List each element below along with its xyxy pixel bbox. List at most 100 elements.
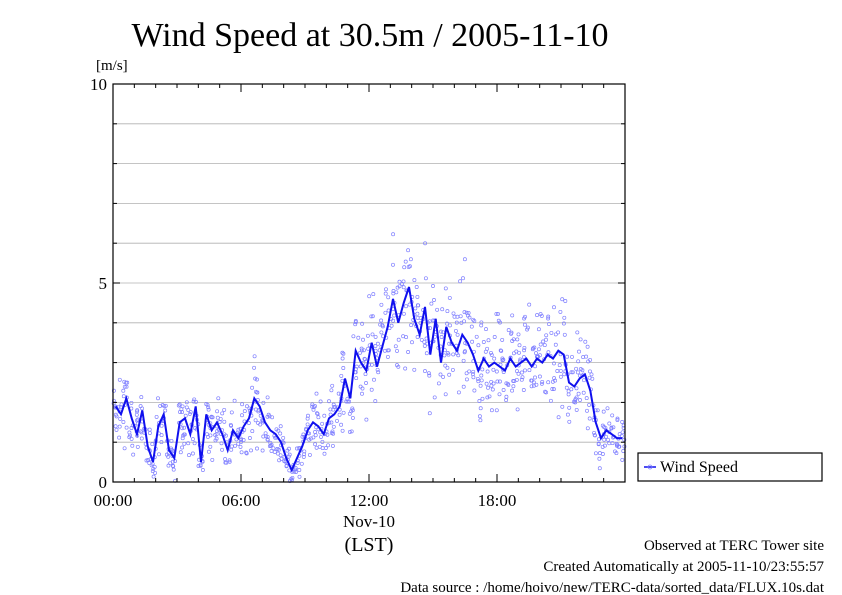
scatter-point — [415, 315, 420, 320]
scatter-point — [118, 416, 123, 421]
scatter-point — [406, 248, 411, 253]
scatter-point — [549, 330, 554, 335]
scatter-point — [585, 408, 589, 413]
scatter-point — [451, 352, 456, 357]
scatter-point — [435, 307, 440, 312]
scatter-point — [192, 441, 197, 446]
scatter-point — [485, 346, 490, 351]
scatter-point — [151, 474, 156, 479]
scatter-point — [129, 400, 134, 405]
scatter-point — [522, 316, 527, 321]
scatter-point — [560, 297, 565, 302]
scatter-point — [111, 388, 116, 393]
scatter-point — [620, 457, 625, 462]
scatter-point — [588, 357, 593, 362]
scatter-point — [622, 437, 627, 442]
scatter-point — [210, 457, 215, 462]
scatter-point — [178, 450, 183, 455]
scatter-point — [403, 259, 408, 264]
scatter-point — [121, 388, 126, 393]
scatter-point — [241, 438, 246, 442]
scatter-point — [219, 441, 224, 446]
scatter-point — [419, 337, 424, 342]
scatter-point — [393, 344, 398, 349]
scatter-point — [394, 290, 399, 295]
y-tick-label: 5 — [99, 274, 108, 293]
scatter-point — [176, 403, 181, 408]
scatter-point — [448, 323, 452, 328]
scatter-point — [299, 461, 304, 466]
scatter-point — [546, 314, 551, 319]
scatter-point — [443, 363, 448, 368]
scatter-point — [500, 356, 505, 361]
scatter-point — [487, 394, 492, 399]
scatter-point — [504, 398, 509, 403]
scatter-point — [163, 408, 168, 413]
scatter-point — [307, 452, 312, 457]
scatter-point — [196, 464, 201, 468]
wind-speed-line — [114, 286, 623, 473]
scatter-point — [139, 436, 144, 441]
scatter-point — [481, 340, 486, 344]
scatter-point — [386, 348, 391, 353]
scatter-point — [294, 470, 298, 474]
scatter-point — [320, 421, 325, 426]
scatter-point — [360, 386, 365, 391]
scatter-point — [131, 452, 136, 457]
scatter-point — [170, 459, 175, 464]
scatter-point — [305, 422, 310, 427]
scatter-point — [519, 377, 524, 382]
scatter-point — [183, 413, 188, 418]
scatter-point — [295, 446, 299, 451]
scatter-point — [602, 443, 607, 448]
scatter-point — [365, 333, 370, 338]
scatter-point — [474, 334, 479, 339]
scatter-point — [585, 426, 590, 431]
scatter-point — [249, 448, 253, 453]
scatter-point — [297, 474, 302, 479]
scatter-point — [438, 372, 443, 377]
scatter-point — [587, 375, 592, 380]
scatter-point — [544, 337, 548, 342]
scatter-point — [589, 372, 594, 377]
scatter-point — [194, 399, 198, 404]
scatter-point — [250, 429, 255, 434]
scatter-point — [424, 351, 429, 356]
scatter-point — [395, 285, 400, 290]
scatter-point — [313, 430, 317, 434]
scatter-point — [542, 343, 547, 348]
scatter-point — [410, 340, 414, 345]
scatter-point — [284, 463, 289, 468]
scatter-point — [276, 451, 280, 456]
scatter-point — [585, 344, 590, 349]
scatter-point — [567, 405, 572, 410]
legend-box — [637, 452, 823, 482]
scatter-point — [127, 430, 132, 435]
scatter-point — [432, 395, 437, 400]
scatter-point — [380, 324, 385, 329]
scatter-point — [325, 432, 330, 437]
scatter-point — [562, 315, 567, 320]
scatter-point — [159, 433, 164, 438]
scatter-point — [240, 413, 244, 418]
scatter-point — [222, 419, 227, 424]
scatter-point — [258, 422, 263, 427]
scatter-point — [615, 418, 620, 422]
scatter-point — [491, 367, 496, 372]
scatter-point — [396, 337, 401, 342]
scatter-point — [114, 427, 119, 432]
scatter-point — [511, 384, 516, 389]
scatter-point — [551, 387, 556, 392]
scatter-point — [558, 368, 563, 373]
scatter-point — [149, 463, 154, 468]
scatter-point — [384, 287, 388, 292]
scatter-point — [427, 373, 432, 378]
scatter-point — [293, 466, 298, 471]
scatter-point — [422, 339, 427, 344]
scatter-point — [382, 348, 387, 353]
scatter-point — [335, 418, 339, 423]
scatter-point — [461, 384, 466, 389]
x-tick-label: 00:00 — [94, 491, 133, 510]
scatter-point — [265, 434, 270, 439]
scatter-point — [383, 310, 388, 315]
